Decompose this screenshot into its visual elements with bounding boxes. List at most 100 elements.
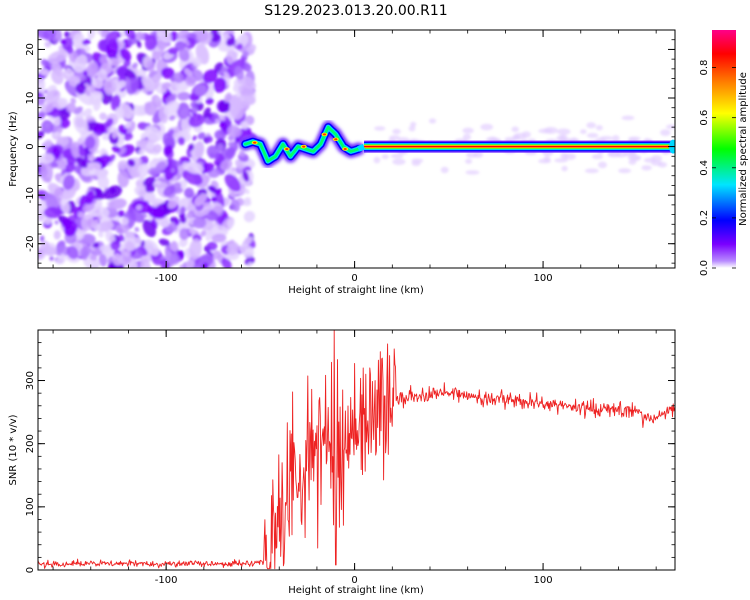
noise-speckle <box>144 34 158 51</box>
halo-speckle <box>465 158 473 164</box>
halo-speckle <box>666 124 675 130</box>
noise-speckle <box>241 121 249 129</box>
y-tick-label: 300 <box>25 371 36 390</box>
noise-speckle <box>162 132 176 150</box>
noise-speckle <box>116 80 126 89</box>
noise-speckle <box>67 85 77 94</box>
noise-speckle <box>140 132 147 140</box>
halo-speckle <box>591 154 604 160</box>
halo-speckle <box>597 161 608 169</box>
noise-speckle <box>41 59 50 68</box>
noise-speckle <box>163 100 180 116</box>
trace-hotspot-core <box>343 148 347 150</box>
halo-speckle <box>408 125 416 132</box>
noise-speckle <box>192 56 203 67</box>
noise-speckle <box>234 66 245 80</box>
noise-speckle <box>96 30 102 34</box>
noise-speckle <box>185 162 204 174</box>
snr-y-label: SNR (10 * v/v) <box>8 414 19 485</box>
colorbar-tick-label: 0.8 <box>699 60 710 76</box>
noise-speckle <box>38 77 46 93</box>
y-tick-label: 200 <box>25 434 36 453</box>
spectrogram-frame <box>37 29 676 269</box>
noise-speckle <box>142 86 151 94</box>
noise-speckle <box>185 259 195 268</box>
noise-speckle <box>75 156 88 169</box>
noise-speckle <box>107 57 122 67</box>
noise-speckle <box>53 230 61 240</box>
noise-speckle <box>64 31 70 38</box>
noise-speckle <box>103 185 123 200</box>
noise-speckle <box>55 159 67 170</box>
noise-speckle <box>188 143 195 151</box>
noise-speckle <box>90 246 96 252</box>
noise-speckle <box>194 84 207 96</box>
noise-speckle <box>66 156 76 166</box>
noise-speckle <box>209 30 221 43</box>
noise-speckle <box>87 30 96 40</box>
halo-speckle <box>390 153 404 159</box>
noise-speckle <box>163 185 176 197</box>
halo-speckle <box>411 158 424 164</box>
noise-speckle <box>214 118 220 124</box>
noise-speckle <box>144 125 163 142</box>
noise-speckle <box>167 47 179 55</box>
noise-speckle <box>56 256 66 265</box>
halo-speckle <box>513 132 527 140</box>
noise-speckle <box>83 70 88 76</box>
noise-speckle <box>98 253 107 267</box>
noise-speckle <box>226 218 235 228</box>
noise-speckle <box>167 195 180 209</box>
noise-speckle <box>224 174 241 192</box>
noise-speckle <box>173 72 185 83</box>
noise-speckle <box>226 242 240 256</box>
noise-speckle <box>123 133 133 141</box>
noise-speckle <box>124 121 132 129</box>
noise-speckle <box>111 129 119 139</box>
noise-speckle <box>128 209 145 223</box>
noise-speckle <box>117 170 130 188</box>
halo-speckle <box>374 126 386 131</box>
noise-speckle <box>167 161 173 168</box>
halo-speckle <box>511 126 519 133</box>
noise-speckle <box>242 50 249 58</box>
noise-speckle <box>212 250 222 260</box>
noise-speckle <box>177 136 185 146</box>
noise-speckle <box>240 76 256 90</box>
noise-speckle <box>180 197 190 208</box>
noise-speckle <box>97 206 110 218</box>
noise-speckle <box>107 256 114 264</box>
halo-speckle <box>543 126 558 134</box>
noise-speckle <box>105 30 120 44</box>
halo-speckle <box>561 165 568 172</box>
noise-speckle <box>242 236 253 246</box>
noise-speckle <box>118 161 124 167</box>
noise-speckle <box>118 74 126 83</box>
noise-speckle <box>120 217 129 226</box>
noise-speckle <box>167 129 175 137</box>
noise-speckle <box>242 63 252 72</box>
halo-speckle <box>465 170 480 175</box>
y-tick-label: 100 <box>25 497 36 516</box>
halo-speckle <box>595 125 603 131</box>
snr-x-label: Height of straight line (km) <box>288 585 424 596</box>
noise-speckle <box>145 240 150 245</box>
halo-speckle <box>580 129 587 135</box>
noise-speckle <box>227 125 242 138</box>
noise-speckle <box>211 233 227 243</box>
noise-speckle <box>124 30 136 39</box>
noise-speckle <box>189 238 202 260</box>
noise-speckle <box>79 247 89 260</box>
halo-speckle <box>584 168 599 174</box>
noise-speckle <box>243 200 252 207</box>
trace-hotspot-core <box>253 141 257 144</box>
noise-speckle <box>138 189 147 197</box>
noise-speckle <box>183 187 195 199</box>
halo-speckle <box>641 165 652 171</box>
noise-speckle <box>144 101 158 116</box>
noise-speckle <box>78 147 87 157</box>
trace-hotspot-core <box>302 145 306 148</box>
halo-speckle <box>618 168 632 174</box>
